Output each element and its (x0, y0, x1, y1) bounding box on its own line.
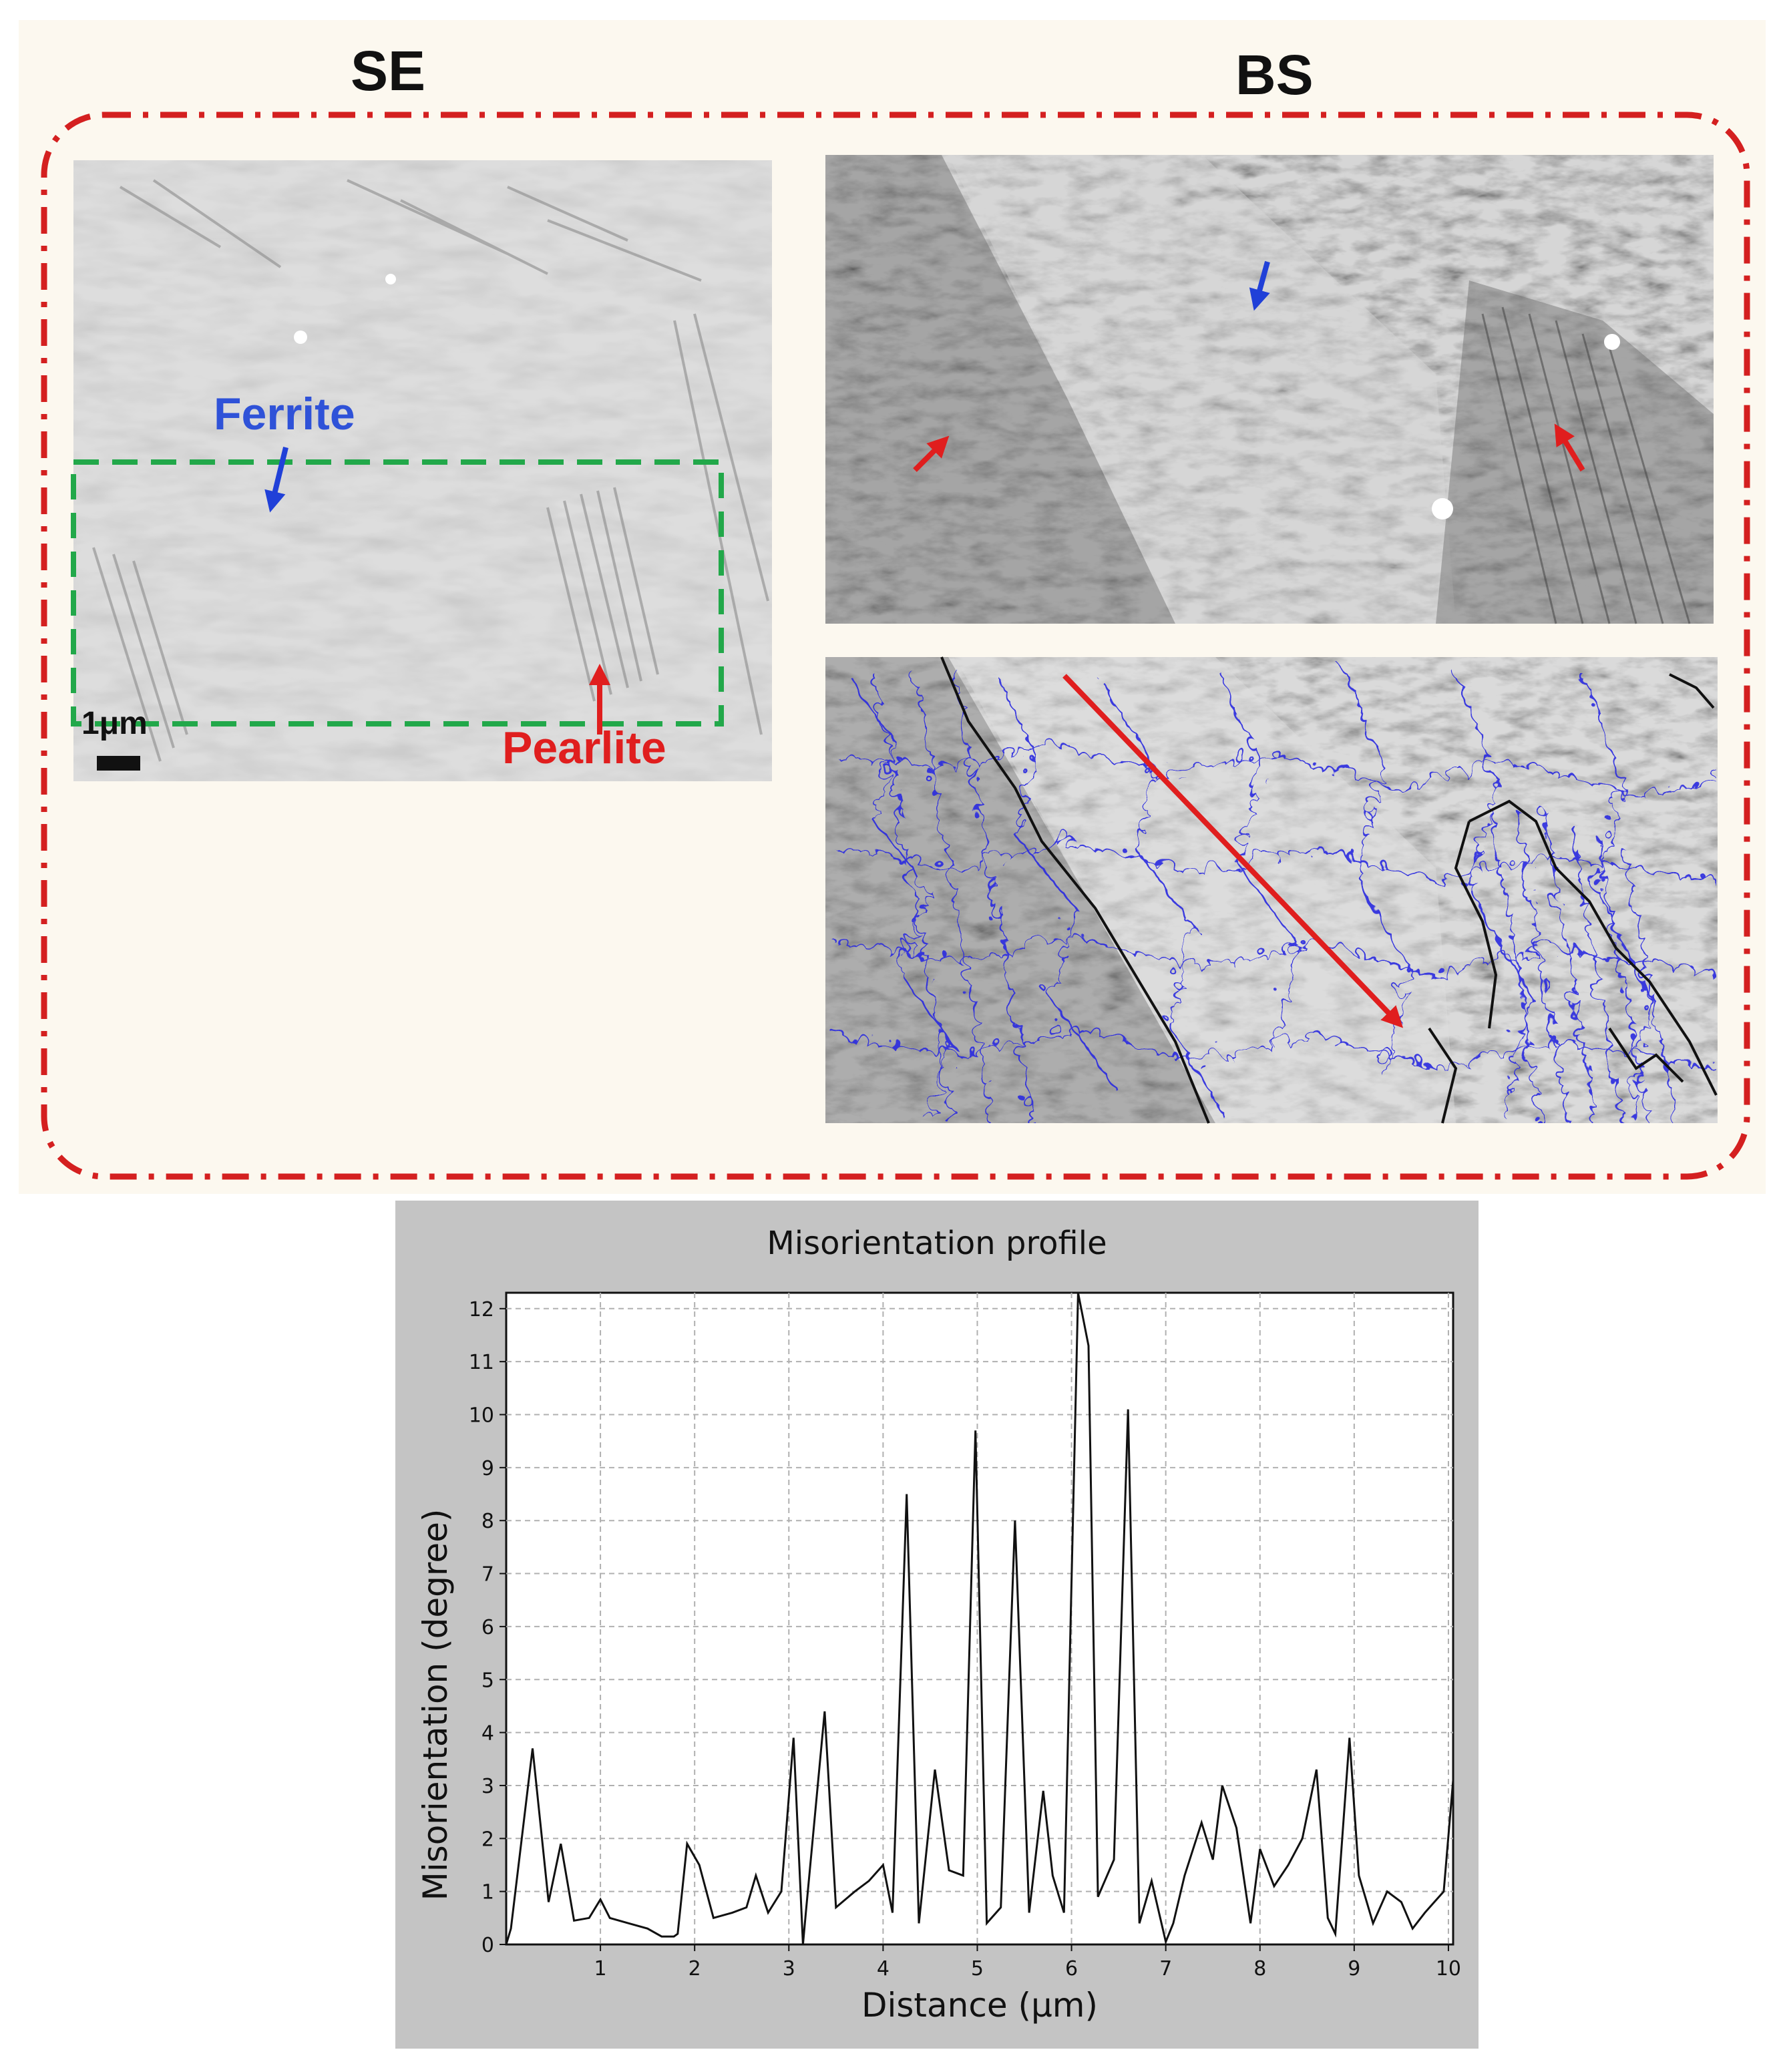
scale-bar-label: 1μm (81, 706, 148, 741)
x-tick-label: 10 (1436, 1957, 1461, 1981)
x-tick-label: 4 (877, 1957, 890, 1981)
profile-line (1062, 674, 1404, 1028)
bs-micrograph-top (825, 155, 1714, 624)
x-tick-label: 9 (1348, 1957, 1360, 1981)
se-label: SE (351, 39, 426, 102)
se-micrograph (73, 160, 772, 781)
y-tick-label: 2 (481, 1828, 494, 1851)
ferrite-label: Ferrite (214, 389, 355, 439)
roi-box (71, 459, 724, 727)
x-tick-label: 7 (1159, 1957, 1172, 1981)
chart-panel: Misorientation profile 1 2 3 4 5 6 7 8 9 10 0 1 2 3 4 5… (395, 1201, 1479, 2049)
y-tick-label: 10 (469, 1404, 494, 1428)
y-tick-label: 12 (469, 1298, 494, 1321)
y-tick-label: 6 (481, 1616, 494, 1639)
y-tick-label: 8 (481, 1510, 494, 1533)
y-axis-label: Misorientation (degree) (416, 1508, 455, 1901)
y-tick-label: 9 (481, 1457, 494, 1480)
y-tick-label: 4 (481, 1722, 494, 1745)
chart-title: Misorientation profile (767, 1225, 1107, 1262)
x-axis-label: Distance (μm) (861, 1986, 1099, 2025)
sample-frame-border (41, 112, 1750, 1180)
y-tick-label: 5 (481, 1669, 494, 1692)
series-line (505, 1292, 1454, 1945)
x-tick-label: 1 (594, 1957, 607, 1981)
x-tick-label: 6 (1065, 1957, 1078, 1981)
x-tick-label: 2 (689, 1957, 701, 1981)
micrograph-figure (41, 112, 1750, 1180)
bs-label: BS (1235, 43, 1314, 106)
y-tick-label: 7 (481, 1563, 494, 1587)
ferrite-arrow (264, 447, 288, 513)
y-tick-label: 3 (481, 1775, 494, 1798)
pearlite-label: Pearlite (502, 722, 666, 773)
x-tick-label: 5 (971, 1957, 984, 1981)
x-tick-label: 3 (783, 1957, 795, 1981)
x-tick-label: 8 (1253, 1957, 1266, 1981)
y-tick-label: 1 (481, 1881, 494, 1904)
y-tick-label: 0 (481, 1934, 494, 1957)
y-tick-label: 11 (469, 1351, 494, 1374)
scale-bar (97, 756, 140, 771)
bs-micrograph-boundaries (825, 656, 1718, 1124)
